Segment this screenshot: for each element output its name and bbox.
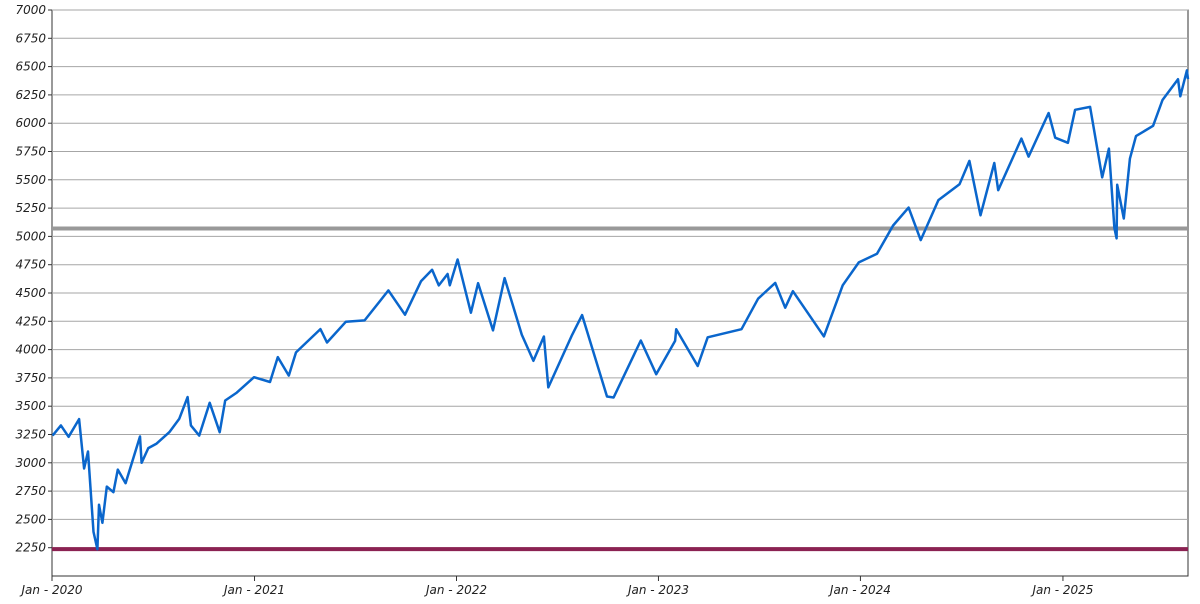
y-tick-label: 5750 xyxy=(15,145,46,159)
y-tick-label: 3000 xyxy=(15,456,46,470)
y-tick-label: 2500 xyxy=(15,512,46,526)
y-tick-label: 6000 xyxy=(15,116,46,130)
y-tick-label: 5250 xyxy=(15,201,46,215)
x-tick-label: Jan - 2023 xyxy=(626,583,689,597)
series xyxy=(51,69,1190,551)
x-tick-label: Jan - 2022 xyxy=(424,583,487,597)
y-tick-label: 2750 xyxy=(15,484,46,498)
x-tick-label: Jan - 2024 xyxy=(828,583,891,597)
y-tick-label: 6500 xyxy=(15,60,46,74)
y-tick-label: 7000 xyxy=(15,3,46,17)
y-tick-label: 4750 xyxy=(15,258,46,272)
y-tick-label: 4250 xyxy=(15,314,46,328)
y-tick-label: 5500 xyxy=(15,173,46,187)
y-tick-label: 3250 xyxy=(15,428,46,442)
y-tick-label: 4000 xyxy=(15,343,46,357)
y-tick-label: 3500 xyxy=(15,399,46,413)
y-axis: 2250 2500 2750 3000 3250 3500 3750 4000 4250 4500… xyxy=(15,3,52,555)
series-line xyxy=(51,69,1190,551)
y-tick-label: 3750 xyxy=(15,371,46,385)
x-tick-label: Jan - 2020 xyxy=(20,583,83,597)
x-tick-label: Jan - 2021 xyxy=(222,583,285,597)
x-axis: Jan - 2020 Jan - 2021 Jan - 2022 Jan - 2023… xyxy=(20,576,1093,597)
x-tick-label: Jan - 2025 xyxy=(1030,583,1093,597)
y-tick-label: 6250 xyxy=(15,88,46,102)
y-tick-label: 4500 xyxy=(15,286,46,300)
y-tick-label: 5000 xyxy=(15,229,46,243)
y-tick-label: 2250 xyxy=(15,541,46,555)
reference-lines xyxy=(52,226,1188,552)
y-tick-label: 6750 xyxy=(15,31,46,45)
